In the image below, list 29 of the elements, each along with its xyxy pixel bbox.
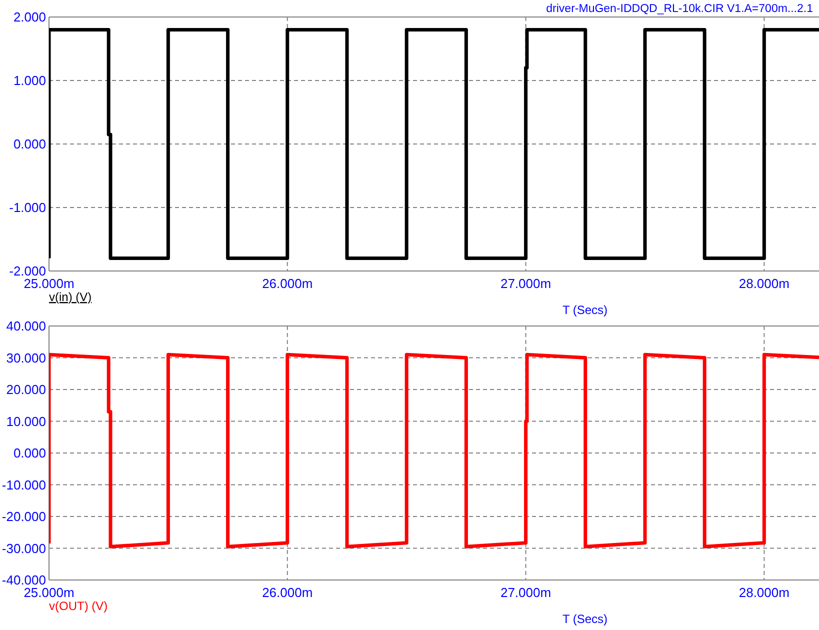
y-tick-label: -10.000 xyxy=(2,477,46,492)
x-axis-title: T (Secs) xyxy=(562,303,608,317)
x-tick-label: 26.000m xyxy=(262,585,313,600)
y-tick-label: -20.000 xyxy=(2,509,46,524)
line-series xyxy=(49,28,819,260)
x-tick-label: 26.000m xyxy=(262,276,313,291)
y-tick-label: 0.000 xyxy=(13,136,46,152)
y-tick-label: -2.000 xyxy=(9,264,46,279)
y-tick-label: -40.000 xyxy=(2,572,46,588)
line-series xyxy=(49,352,819,548)
y-tick-label: 10.000 xyxy=(6,414,46,429)
chart-title: driver-MuGen-IDDQD_RL-10k.CIR V1.A=700m...2.1 xyxy=(546,3,813,15)
x-tick-label: 25.000m xyxy=(24,276,74,291)
x-tick-label: 27.000m xyxy=(500,585,552,600)
x-axis-title: T (Secs) xyxy=(562,612,608,626)
x-tick-label: 28.000m xyxy=(738,276,790,291)
y-tick-label: 40.000 xyxy=(6,318,46,334)
x-tick-label: 27.000m xyxy=(500,276,552,291)
y-tick-label: -30.000 xyxy=(2,540,46,556)
y-tick-label: 30.000 xyxy=(6,350,46,366)
y-tick-label: 1.000 xyxy=(13,73,46,88)
x-tick-label: 28.000m xyxy=(738,585,790,600)
y-tick-label: 0.000 xyxy=(13,446,46,461)
y-tick-label: -1.000 xyxy=(9,200,46,216)
text: v(in) (V) xyxy=(49,290,92,304)
text: v(OUT) (V) xyxy=(49,599,108,613)
y-tick-label: 2.000 xyxy=(13,10,46,25)
x-tick-label: 25.000m xyxy=(24,585,74,600)
y-tick-label: 20.000 xyxy=(6,382,46,398)
